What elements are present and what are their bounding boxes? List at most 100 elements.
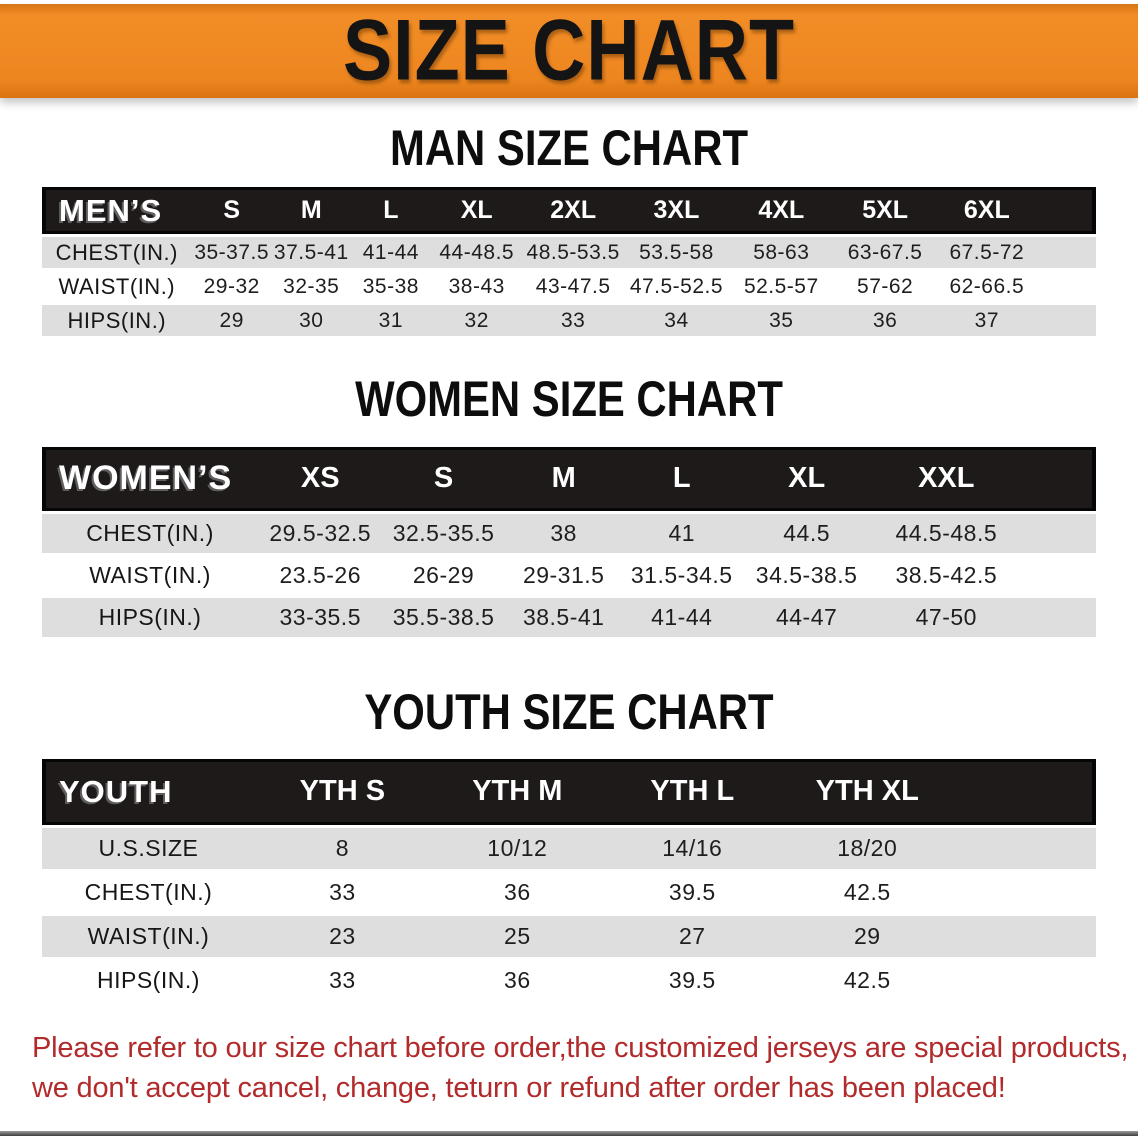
table-header-label: MEN’S [42,187,192,235]
header-row: MEN’S S M L XL 2XL 3XL 4XL 5XL 6XL [42,187,1096,235]
table-row: CHEST(IN.) 33 36 39.5 42.5 [42,872,1096,913]
size-value-cell: 33 [560,308,586,332]
disclaimer-line-1: Please refer to our size chart before or… [32,1031,1129,1064]
size-value-cell: 35-37.5 [194,240,270,264]
row-label: HIPS(IN.) [67,307,167,333]
banner-title: SIZE CHART [342,1,796,99]
size-value-cell: 38-43 [448,274,505,298]
size-column-header: L [622,446,741,511]
row-label: CHEST(IN.) [55,239,178,265]
size-value-cell: 36 [872,308,898,332]
size-value-cell: 63-67.5 [847,240,923,264]
size-value-cell: 57-62 [857,274,914,298]
size-value-cell: 32.5-35.5 [392,519,495,546]
size-value-cell: 32 [464,308,489,332]
size-value-cell: 18/20 [837,834,898,861]
youth-table-wrap: YOUTH YTH S YTH M YTH L YTH XL U.S.SIZE 8 10/1… [0,756,1138,1004]
size-value-cell: 34.5-38.5 [755,561,858,588]
size-value-cell: 29-32 [203,274,260,298]
row-filler [1037,271,1096,302]
size-column-header: 3XL [623,187,730,235]
size-value-cell: 41-44 [651,603,713,630]
row-label: HIPS(IN.) [98,603,202,630]
size-column-header: XXL [872,446,1021,511]
size-value-cell: 35 [769,308,794,332]
size-value-cell: 29 [853,922,881,949]
size-value-cell: 38.5-42.5 [895,561,998,588]
size-value-cell: 44-48.5 [439,240,515,264]
size-value-cell: 48.5-53.5 [526,240,620,264]
size-column-header: S [191,187,272,235]
size-value-cell: 41-44 [362,240,419,264]
size-value-cell: 29.5-32.5 [269,519,372,546]
row-filler [1037,305,1096,336]
women-size-section: WOMEN SIZE CHART WOMEN’S XS S M L XL XXL CHEST… [0,370,1138,640]
row-filler [955,828,1096,869]
size-value-cell: 36 [504,878,531,905]
size-column-header: XL [430,187,523,235]
row-label: HIPS(IN.) [97,966,200,993]
size-column-header: XL [740,446,873,511]
table-row: CHEST(IN.) 29.5-32.5 32.5-35.5 38 41 44.5 44.5… [42,513,1096,553]
size-value-cell: 35.5-38.5 [392,603,495,630]
men-section-heading: MAN SIZE CHART [389,118,749,177]
size-column-header: L [350,187,431,235]
disclaimer: Please refer to our size chart before or… [32,1028,1129,1108]
table-row: HIPS(IN.) 29 30 31 32 33 34 35 36 37 [42,305,1096,337]
table-row: HIPS(IN.) 33 36 39.5 42.5 [42,960,1096,1001]
women-section-heading: WOMEN SIZE CHART [355,370,783,428]
size-value-cell: 30 [299,308,324,332]
size-column-header: 2XL [522,187,624,235]
size-value-cell: 23 [329,922,356,949]
size-column-header: S [382,446,505,511]
row-filler [1020,514,1096,553]
size-value-cell: 39.5 [668,966,716,993]
table-row: HIPS(IN.) 33-35.5 35.5-38.5 38.5-41 41-44 44-… [42,597,1096,637]
size-column-header: 4XL [729,187,834,235]
size-value-cell: 29-31.5 [522,561,605,588]
size-column-header: YTH M [429,758,605,825]
row-filler [1020,598,1096,637]
size-column-header: YTH L [604,758,780,825]
row-label: WAIST(IN.) [87,922,210,949]
size-value-cell: 25 [504,922,531,949]
women-table-wrap: WOMEN’S XS S M L XL XXL CHEST(IN.) 29.5-32.5 32.… [0,444,1138,640]
row-label: U.S.SIZE [98,834,199,861]
men-size-table: MEN’S S M L XL 2XL 3XL 4XL 5XL 6XL CHEST(IN.) 35-3… [42,184,1096,339]
size-value-cell: 36 [504,966,531,993]
men-table-wrap: MEN’S S M L XL 2XL 3XL 4XL 5XL 6XL CHEST(IN.) 35-3… [0,184,1138,339]
size-value-cell: 33 [329,966,356,993]
header-filler [1020,446,1096,511]
size-value-cell: 42.5 [843,878,891,905]
size-column-header: 6XL [936,187,1037,235]
youth-size-table: YOUTH YTH S YTH M YTH L YTH XL U.S.SIZE 8 10/1… [42,756,1096,1004]
size-value-cell: 58-63 [753,240,810,264]
size-value-cell: 27 [678,922,706,949]
row-filler [1020,556,1096,595]
size-value-cell: 44.5 [783,519,831,546]
header-filler [1036,187,1096,235]
size-value-cell: 26-29 [412,561,475,588]
size-value-cell: 37.5-41 [273,240,349,264]
youth-section-heading: YOUTH SIZE CHART [364,682,774,740]
size-value-cell: 14/16 [662,834,723,861]
size-column-header: YTH S [254,758,430,825]
size-value-cell: 33 [329,878,356,905]
size-value-cell: 23.5-26 [279,561,361,588]
size-column-header: M [271,187,351,235]
women-size-table: WOMEN’S XS S M L XL XXL CHEST(IN.) 29.5-32.5 32.… [42,444,1096,640]
row-filler [955,872,1096,913]
youth-size-section: YOUTH SIZE CHART YOUTH YTH S YTH M YTH L YTH… [0,682,1138,1004]
table-row: WAIST(IN.) 23.5-26 26-29 29-31.5 31.5-34.5 34… [42,556,1096,595]
size-value-cell: 8 [335,834,350,861]
size-value-cell: 35-38 [362,274,419,298]
size-column-header: 5XL [833,187,937,235]
table-row: WAIST(IN.) 29-32 32-35 35-38 38-43 43-47.5 47.… [42,271,1096,302]
row-label: WAIST(IN.) [89,561,211,588]
size-value-cell: 47.5-52.5 [629,274,724,298]
size-value-cell: 32-35 [283,274,340,298]
table-header-label: YOUTH [42,758,255,825]
men-size-section: MAN SIZE CHART MEN’S S M L XL 2XL 3XL 4XL 5XL 6XL… [0,118,1138,339]
table-row: U.S.SIZE 8 10/12 14/16 18/20 [42,827,1096,869]
